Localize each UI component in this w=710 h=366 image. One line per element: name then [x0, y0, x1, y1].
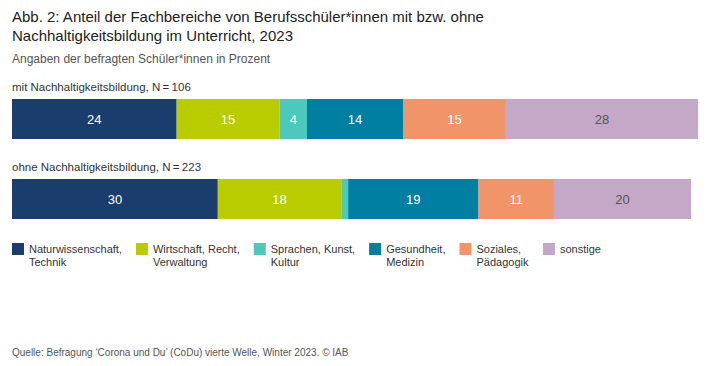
legend-label-line: Wirtschaft, Recht, [153, 243, 240, 255]
legend-label-line: Verwaltung [153, 256, 207, 268]
legend-item: Wirtschaft, Recht,Verwaltung [136, 243, 240, 268]
legend-swatch [12, 243, 24, 255]
legend-label: Gesundheit,Medizin [386, 243, 445, 268]
legend-label-line: Naturwissenschaft, [29, 243, 122, 255]
legend-item: sonstige [543, 243, 601, 255]
legend-label: Sprachen, Kunst,Kultur [271, 243, 355, 268]
legend-item: Sprachen, Kunst,Kultur [254, 243, 355, 268]
legend-swatch [254, 243, 266, 255]
data-label: 20 [615, 192, 629, 207]
data-label: 4 [290, 112, 297, 127]
bar-segment [12, 99, 177, 139]
data-label: 15 [447, 112, 461, 127]
legend-label-line: Pädagogik [476, 256, 528, 268]
bar-segment [348, 179, 478, 219]
legend-swatch [459, 243, 471, 255]
data-label: 28 [595, 112, 609, 127]
legend-label: Soziales,Pädagogik [476, 243, 528, 268]
bar-segment [12, 179, 218, 219]
legend-swatch [369, 243, 381, 255]
legend-label-line: Kultur [271, 256, 300, 268]
legend-item: Soziales,Pädagogik [459, 243, 528, 268]
title-line: Nachhaltigkeitsbildung im Unterricht, 20… [12, 27, 293, 44]
legend-label-line: Medizin [386, 256, 424, 268]
category-label: ohne Nachhaltigkeitsbildung, N = 223 [12, 161, 201, 173]
category-labels: mit Nachhaltigkeitsbildung, N = 106 ohne … [12, 81, 201, 173]
data-label: 19 [406, 192, 420, 207]
data-label: 18 [272, 192, 286, 207]
bar-segment [218, 179, 341, 219]
bars [12, 99, 698, 219]
data-label: 30 [108, 192, 122, 207]
bar-segment [341, 179, 348, 219]
chart: Abb. 2: Anteil der Fachbereiche von Beru… [0, 0, 710, 366]
legend: Naturwissenschaft,Technik Wirtschaft, Rec… [12, 243, 601, 268]
legend-item: Gesundheit,Medizin [369, 243, 445, 268]
bar-segment [177, 99, 280, 139]
legend-label-line: Soziales, [476, 243, 521, 255]
bar-segment [478, 179, 553, 219]
legend-label: Naturwissenschaft,Technik [29, 243, 122, 268]
bar-segment [280, 99, 307, 139]
legend-label-line: sonstige [560, 243, 601, 255]
bar-segment [403, 99, 506, 139]
bar-segment [307, 99, 403, 139]
legend-label: Wirtschaft, Recht,Verwaltung [153, 243, 240, 268]
legend-label: sonstige [560, 243, 601, 255]
bar-segment [506, 99, 698, 139]
legend-label-line: Gesundheit, [386, 243, 445, 255]
legend-swatch [136, 243, 148, 255]
annotation: Quelle: Befragung ‘Corona und Du’ (CoDu)… [12, 347, 349, 358]
legend-label-line: Sprachen, Kunst, [271, 243, 355, 255]
data-label: 15 [221, 112, 235, 127]
data-labels: 24 30 15 18 4 14 19 15 11 28 20 [87, 112, 630, 207]
subtitle: Angaben der befragten Schüler*innen in P… [12, 52, 271, 66]
title: Abb. 2: Anteil der Fachbereiche von Beru… [12, 8, 484, 44]
data-label: 14 [348, 112, 362, 127]
title-line: Abb. 2: Anteil der Fachbereiche von Beru… [12, 8, 484, 25]
legend-label-line: Technik [29, 256, 67, 268]
legend-swatch [543, 243, 555, 255]
data-label: 11 [509, 192, 523, 207]
category-label: mit Nachhaltigkeitsbildung, N = 106 [12, 81, 191, 93]
legend-item: Naturwissenschaft,Technik [12, 243, 122, 268]
data-label: 24 [87, 112, 101, 127]
bar-segment [554, 179, 691, 219]
